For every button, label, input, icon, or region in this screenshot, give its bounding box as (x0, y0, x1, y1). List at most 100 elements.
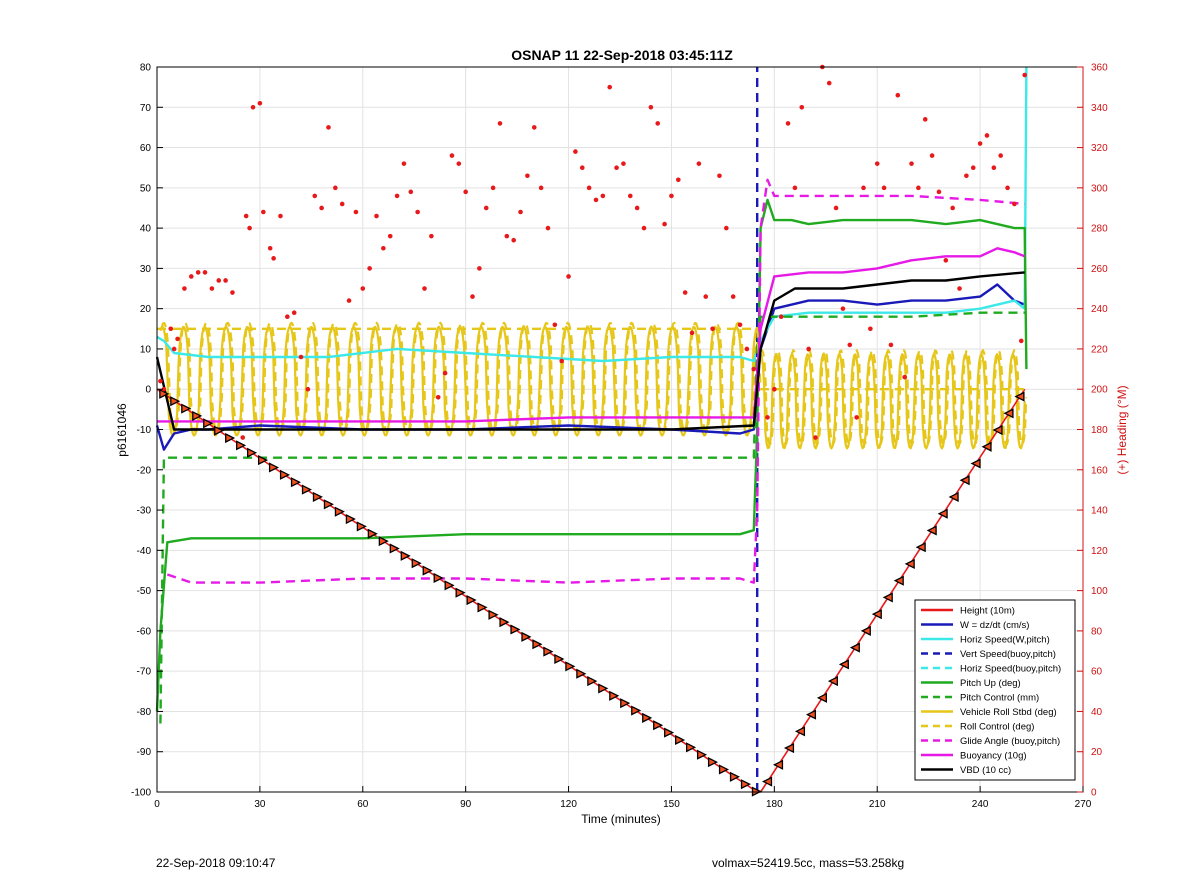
heading-point (593, 197, 599, 203)
x-tick-label: 30 (254, 799, 266, 810)
legend-label: Glide Angle (buoy,pitch) (960, 736, 1060, 747)
heading-point (833, 205, 839, 211)
heading-point (531, 125, 537, 130)
height-marker (696, 749, 708, 760)
x-tick-label: 90 (460, 799, 472, 810)
heading-point (710, 326, 715, 332)
heading-point (744, 346, 750, 352)
heading-point (552, 322, 558, 328)
heading-point (1005, 185, 1010, 191)
plot-area (155, 64, 1028, 797)
height-marker (389, 543, 400, 554)
heading-point (614, 165, 619, 170)
heading-point (970, 165, 976, 170)
y-right-tick-label: 80 (1091, 626, 1103, 637)
y-right-tick-label: 240 (1091, 304, 1108, 315)
heading-point (346, 298, 352, 303)
height-marker (181, 403, 192, 414)
heading-point (387, 233, 393, 239)
series-glide-angle-buoy-pitch (166, 178, 1025, 584)
height-marker (860, 625, 871, 636)
y-left-tick-label: 70 (140, 103, 152, 114)
heading-point (730, 294, 736, 299)
series-pitch-up-deg (155, 198, 1028, 712)
height-marker (653, 720, 664, 731)
heading-point (477, 266, 482, 271)
heading-point (703, 294, 709, 299)
heading-point (202, 270, 208, 275)
heading-point (772, 386, 777, 392)
heading-point (422, 286, 427, 291)
legend-label: Pitch Up (deg) (960, 678, 1021, 689)
heading-point (463, 189, 468, 195)
heading-point (490, 185, 496, 191)
heading-point (182, 286, 187, 291)
heading-point (394, 193, 400, 199)
height-marker (772, 759, 784, 770)
heading-point (291, 310, 297, 315)
height-marker (279, 469, 291, 480)
y-axis-right-label: (+) Heading (°M) (1115, 385, 1129, 474)
heading-point (881, 185, 887, 191)
x-tick-label: 240 (972, 799, 989, 810)
height-marker (664, 727, 675, 738)
heading-point (216, 278, 222, 283)
heading-point (854, 415, 859, 420)
heading-point (312, 193, 318, 199)
heading-point (223, 278, 228, 283)
heading-point (669, 193, 674, 199)
height-marker (521, 631, 532, 642)
height-marker (203, 418, 214, 429)
x-tick-label: 180 (766, 799, 783, 810)
height-marker (937, 508, 948, 519)
x-tick-label: 150 (663, 799, 680, 810)
heading-point (559, 358, 564, 364)
heading-point (470, 294, 475, 299)
height-marker (959, 475, 970, 486)
height-marker (904, 558, 915, 569)
height-marker (783, 743, 795, 754)
legend: Height (10m) W = dz/dt (cm/s) Horiz Speed(… (914, 599, 1076, 781)
heading-point (922, 117, 928, 122)
y-right-tick-label: 160 (1091, 465, 1108, 476)
y-right-tick-label: 120 (1091, 546, 1108, 557)
heading-point (929, 153, 935, 158)
heading-point (737, 322, 743, 328)
height-marker (620, 698, 631, 709)
height-marker (707, 757, 719, 768)
x-tick-label: 120 (560, 799, 577, 810)
height-marker (257, 455, 269, 466)
heading-point (271, 256, 276, 261)
height-marker (422, 565, 433, 576)
height-marker (740, 779, 751, 790)
y-left-tick-label: -90 (137, 747, 152, 758)
height-marker (356, 521, 367, 532)
height-marker (159, 388, 170, 399)
heading-point (415, 209, 420, 215)
y-right-tick-label: 340 (1091, 103, 1108, 114)
height-marker (827, 676, 838, 687)
height-marker (543, 646, 554, 657)
heading-point (847, 342, 853, 348)
heading-point (641, 225, 647, 231)
height-marker (510, 624, 521, 635)
heading-point (579, 165, 585, 170)
heading-point (840, 306, 846, 311)
height-marker (849, 642, 860, 653)
height-marker (587, 676, 598, 687)
heading-point (333, 185, 338, 191)
heading-point (573, 149, 578, 154)
height-marker (893, 575, 904, 586)
footer-timestamp: 22-Sep-2018 09:10:47 (156, 856, 276, 870)
height-marker (532, 639, 543, 650)
x-axis-label: Time (minutes) (581, 812, 661, 826)
heading-point (511, 237, 516, 243)
height-marker (981, 441, 992, 452)
heading-point (483, 205, 489, 211)
y-left-tick-label: -100 (131, 788, 151, 799)
height-marker (718, 764, 730, 775)
heading-point (339, 201, 345, 207)
heading-point (267, 245, 273, 251)
height-marker (225, 432, 236, 444)
heading-point (607, 84, 613, 90)
